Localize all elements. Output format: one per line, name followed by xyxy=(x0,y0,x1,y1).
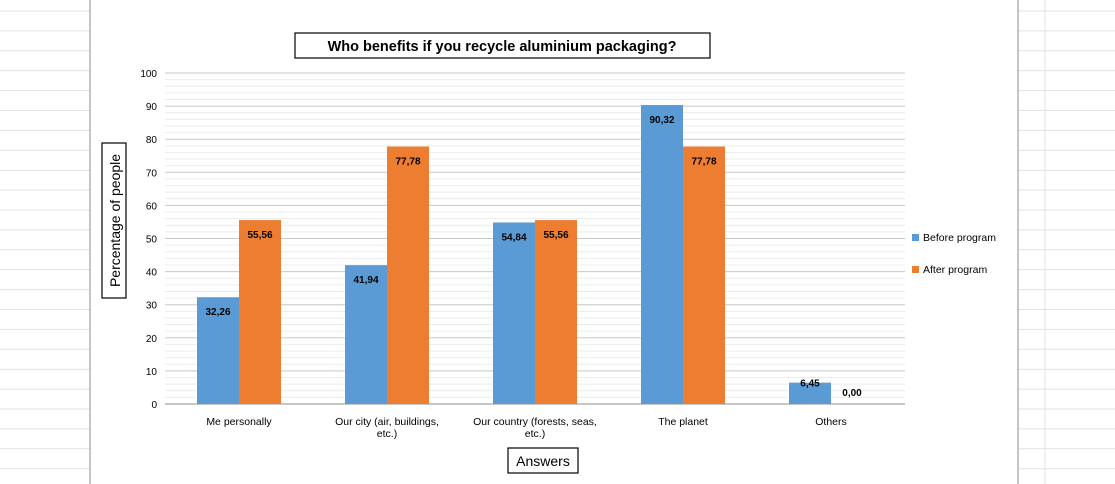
y-tick-label: 100 xyxy=(140,69,157,80)
legend-swatch xyxy=(912,266,919,273)
y-tick-label: 50 xyxy=(146,235,158,246)
legend-label: After program xyxy=(923,264,987,276)
data-label: 55,56 xyxy=(543,230,568,241)
y-tick-label: 40 xyxy=(146,268,158,279)
legend-swatch xyxy=(912,234,919,241)
legend-label: Before program xyxy=(923,232,996,244)
data-label: 6,45 xyxy=(800,379,820,390)
x-tick-label: Our city (air, buildings, xyxy=(335,416,439,428)
bar-after-2[interactable] xyxy=(535,220,577,404)
y-tick-label: 70 xyxy=(146,168,158,179)
bar-after-1[interactable] xyxy=(387,146,429,404)
data-label: 54,84 xyxy=(501,232,526,243)
y-tick-label: 80 xyxy=(146,135,158,146)
chart-title: Who benefits if you recycle aluminium pa… xyxy=(328,39,677,55)
y-axis-title-box[interactable]: Percentage of people xyxy=(101,142,127,299)
x-tick-label: Others xyxy=(815,416,847,428)
y-tick-label: 90 xyxy=(146,102,158,113)
x-tick-label: etc.) xyxy=(377,428,397,440)
y-tick-label: 0 xyxy=(151,400,157,411)
data-label: 32,26 xyxy=(205,307,230,318)
bar-after-3[interactable] xyxy=(683,146,725,404)
x-tick-label: The planet xyxy=(658,416,708,428)
y-tick-label: 30 xyxy=(146,301,158,312)
data-label: 90,32 xyxy=(649,115,674,126)
bar-before-4[interactable] xyxy=(789,382,831,404)
y-tick-label: 20 xyxy=(146,334,158,345)
x-axis-title-box[interactable]: Answers xyxy=(507,447,579,474)
legend[interactable]: Before program After program xyxy=(912,232,996,276)
x-axis: Me personally Our city (air, buildings,et… xyxy=(206,416,846,440)
bars xyxy=(197,105,831,404)
chart-area[interactable]: 0 10 20 30 40 50 60 70 80 90 100 Me personally Our … xyxy=(89,0,1019,484)
y-tick-label: 10 xyxy=(146,367,158,378)
x-tick-label: Our country (forests, seas, xyxy=(473,416,597,428)
x-axis-title: Answers xyxy=(516,453,570,469)
bar-before-2[interactable] xyxy=(493,222,535,404)
data-label: 41,94 xyxy=(353,275,378,286)
bar-before-1[interactable] xyxy=(345,265,387,404)
bar-before-0[interactable] xyxy=(197,297,239,404)
y-axis: 0 10 20 30 40 50 60 70 80 90 100 xyxy=(140,69,157,411)
data-label: 77,78 xyxy=(395,157,420,168)
bar-before-3[interactable] xyxy=(641,105,683,404)
data-label: 55,56 xyxy=(247,230,272,241)
chart-title-box[interactable]: Who benefits if you recycle aluminium pa… xyxy=(294,32,711,59)
x-tick-label: etc.) xyxy=(525,428,545,440)
data-label: 77,78 xyxy=(691,157,716,168)
bar-after-0[interactable] xyxy=(239,220,281,404)
data-labels: 32,26 55,56 41,94 77,78 54,84 55,56 90,32 77,78… xyxy=(205,115,862,399)
y-tick-label: 60 xyxy=(146,201,158,212)
y-axis-title: Percentage of people xyxy=(107,154,123,287)
x-tick-label: Me personally xyxy=(206,416,272,428)
data-label: 0,00 xyxy=(842,388,862,399)
